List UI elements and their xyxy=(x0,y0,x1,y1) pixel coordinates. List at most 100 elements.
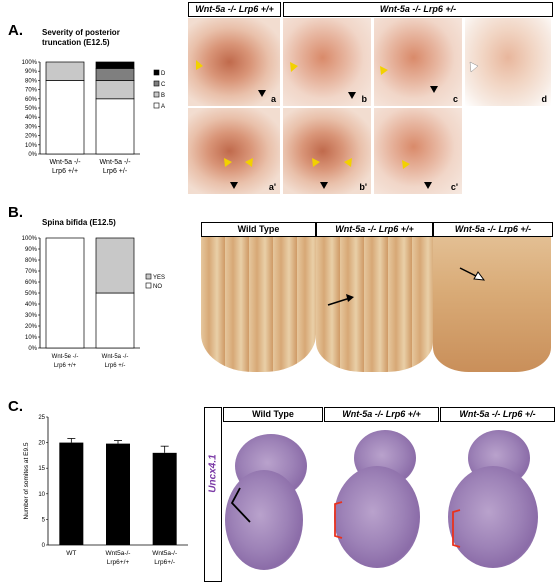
panel-a-letter: A. xyxy=(8,22,23,39)
chart-a-legend-label-c: C xyxy=(161,82,166,88)
chart-a-legend-label-a: A xyxy=(161,104,165,110)
white-arrowhead-d xyxy=(469,61,479,73)
red-bracket-lrp6-het xyxy=(452,509,461,548)
chart-b-category-label: Wnt-5e -/- xyxy=(52,354,79,360)
embryo-photo-c: c xyxy=(374,18,462,106)
photo-label-c-prime: c' xyxy=(450,182,458,192)
chart-a-ytick-label: 40% xyxy=(25,115,38,121)
yellow-arrowhead-c-prime xyxy=(402,160,410,169)
black-arrowhead-c xyxy=(430,86,438,93)
chart-a-title: Severity of posterior truncation (E12.5) xyxy=(42,28,120,48)
chart-b-legend-label-yes: YES xyxy=(153,275,165,281)
chart-c-ytick-label: 5 xyxy=(42,517,46,523)
black-arrowhead-c-prime xyxy=(424,182,432,189)
chart-a-ytick-label: 20% xyxy=(25,134,38,140)
chart-c-bar xyxy=(152,452,177,545)
panel-c-letter: C. xyxy=(8,398,23,415)
in-situ-photo-lrp6-het xyxy=(440,422,553,580)
chart-a-category-label: Lrp6 +/+ xyxy=(52,168,78,175)
chart-a-category-label: Wnt-5a -/- xyxy=(49,159,81,166)
white-arrow-head xyxy=(473,271,486,281)
chart-b-ytick-label: 100% xyxy=(22,236,38,242)
chart-a-ytick-label: 0% xyxy=(28,152,37,158)
yellow-arrowhead-b-prime-1 xyxy=(312,158,320,167)
embryo-photo-b: b xyxy=(283,18,371,106)
header-c-col3-text: Wnt-5a -/- Lrp6 +/- xyxy=(459,409,536,419)
chart-b-ytick-label: 60% xyxy=(25,280,38,286)
chart-a-ytick-label: 80% xyxy=(25,78,38,84)
yellow-arrowhead-a-prime-1 xyxy=(224,158,232,167)
header-c-col1-text: Wild Type xyxy=(252,409,294,419)
black-arrowhead-a xyxy=(258,90,266,97)
chart-a-bar-segment-d xyxy=(95,61,135,69)
chart-a-legend-label-d: D xyxy=(161,71,166,77)
chart-c-ytick-label: 10 xyxy=(38,492,45,498)
photo-label-a-prime: a' xyxy=(268,182,276,192)
chart-b-category-label: Wnt-5a -/- xyxy=(102,354,129,360)
chart-a-category-label: Lrp6 +/- xyxy=(103,168,128,175)
chart-b-ytick-label: 50% xyxy=(25,291,38,297)
yellow-arrowhead-c xyxy=(380,66,388,75)
chart-b-ytick-label: 30% xyxy=(25,313,38,319)
red-bracket-lrp6-wt xyxy=(334,501,343,539)
header-b-lrp6-het: Wnt-5a -/- Lrp6 +/- xyxy=(433,222,553,237)
chart-b-legend-swatch-yes xyxy=(145,273,152,280)
chart-c-category-label: Lrp6+/- xyxy=(154,559,175,566)
in-situ-photo-wild-type xyxy=(223,422,323,580)
black-arrowhead-a-prime xyxy=(230,182,238,189)
yellow-arrowhead-a-prime-2 xyxy=(245,158,253,167)
header-c-wild-type: Wild Type xyxy=(223,407,323,422)
chart-a-legend-swatch-d xyxy=(153,69,160,76)
header-c-col2-text: Wnt-5a -/- Lrp6 +/+ xyxy=(342,409,421,419)
chart-c-ytick-label: 0 xyxy=(42,543,46,549)
photo-label-a: a xyxy=(270,94,276,104)
spina-bifida-chart: 0% 10% 20% 30% 40% 50% 60% 70% 80% 90% 100% Wnt-5e … xyxy=(22,236,165,369)
tissue-photo-lrp6-het xyxy=(433,237,551,372)
header-b-col1-text: Wild Type xyxy=(237,224,280,234)
panel-b-letter: B. xyxy=(8,204,23,221)
chart-b-legend-swatch-no xyxy=(145,282,152,289)
header-a-lrp6-wt: Wnt-5a -/- Lrp6 +/+ xyxy=(188,2,281,17)
embryo-photo-d: d xyxy=(465,18,551,106)
chart-b-legend-label-no: NO xyxy=(153,284,162,290)
chart-a-legend-swatch-b xyxy=(153,91,160,98)
embryo-photo-a-prime: a' xyxy=(188,108,280,194)
chart-c-ytick-label: 20 xyxy=(38,441,45,447)
chart-c-ytick-label: 15 xyxy=(38,466,45,472)
chart-a-ytick-label: 60% xyxy=(25,97,38,103)
header-c-lrp6-het: Wnt-5a -/- Lrp6 +/- xyxy=(440,407,555,422)
embryo-body-wild-type xyxy=(225,470,303,570)
chart-b-category-label: Lrp6 +/+ xyxy=(54,363,77,369)
yellow-arrowhead-b xyxy=(290,62,298,72)
photo-label-b: b xyxy=(361,94,368,104)
chart-a-category-label: Wnt-5a -/- xyxy=(99,159,131,166)
header-b-wild-type: Wild Type xyxy=(201,222,316,237)
black-arrowhead-b xyxy=(348,92,356,99)
uncx-side-bar: Uncx4.1 xyxy=(204,407,222,582)
chart-a-ytick-label: 70% xyxy=(25,88,38,94)
photo-label-b-prime: b' xyxy=(359,182,367,192)
truncation-severity-chart: 0% 10% 20% 30% 40% 50% 60% 70% 80% 90% 100% Wnt-5a … xyxy=(22,60,166,175)
chart-a-legend-label-b: B xyxy=(161,93,165,99)
black-arrow-head xyxy=(346,294,354,302)
chart-a-legend-swatch-c xyxy=(153,80,160,87)
chart-c-ylabel: Number of somites at E9.5 xyxy=(23,442,30,519)
header-c-lrp6-wt: Wnt-5a -/- Lrp6 +/+ xyxy=(324,407,439,422)
chart-a-title-line2: truncation (E12.5) xyxy=(42,38,110,47)
embryo-body-lrp6-wt xyxy=(334,466,420,568)
header-b-col2-text: Wnt-5a -/- Lrp6 +/+ xyxy=(335,224,414,234)
chart-c-bar xyxy=(59,442,84,545)
header-a-right-text: Wnt-5a -/- Lrp6 +/- xyxy=(379,4,457,14)
somite-count-chart: 0 5 10 15 20 25 Number of somites at E9.5 WT Wnt… xyxy=(23,415,188,566)
black-arrowhead-b-prime xyxy=(320,182,328,189)
chart-a-title-line1: Severity of posterior xyxy=(42,28,120,37)
panel-b-arrows xyxy=(327,267,486,306)
chart-b-bar-segment-no xyxy=(45,237,85,349)
header-b-lrp6-wt: Wnt-5a -/- Lrp6 +/+ xyxy=(316,222,433,237)
chart-b-ytick-label: 40% xyxy=(25,302,38,308)
chart-b-ytick-label: 20% xyxy=(25,324,38,330)
chart-b-ytick-label: 80% xyxy=(25,258,38,264)
chart-b-bar-segment-yes xyxy=(95,237,135,294)
yellow-arrowhead-a xyxy=(196,60,203,70)
